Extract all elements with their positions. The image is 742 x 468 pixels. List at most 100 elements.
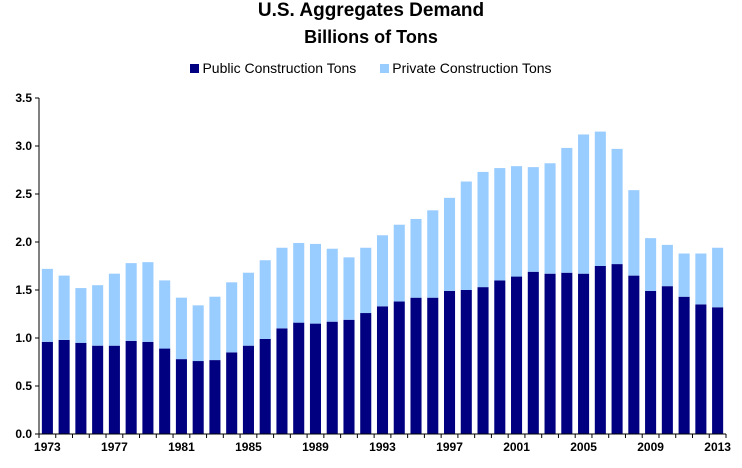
bar-private-2010 [661,244,673,287]
bar-public-1989 [309,323,322,434]
bar-public-1997 [443,290,456,434]
bar-public-1987 [276,328,288,434]
y-tick-label: 3.0 [15,139,32,153]
x-tick-label: 1997 [436,440,463,454]
bar-public-1977 [108,345,120,434]
bar-public-1978 [125,340,137,434]
bar-private-2009 [645,238,657,291]
bar-private-2002 [527,167,539,272]
x-tick-label: 1993 [369,440,396,454]
bar-public-1981 [175,359,187,434]
bar-public-2013 [712,307,724,434]
bar-private-1981 [175,297,187,360]
x-tick-label: 2013 [704,440,731,454]
bar-public-1974 [58,339,70,434]
bar-public-2008 [628,275,640,434]
bar-public-2005 [578,273,590,434]
bar-public-2006 [594,266,606,434]
bar-public-1976 [92,345,104,434]
x-tick-label: 1977 [101,440,128,454]
bar-private-2001 [511,166,523,277]
x-tick-label: 1989 [302,440,329,454]
bar-private-1975 [75,288,87,343]
bar-private-1976 [92,285,104,346]
bar-private-1997 [443,197,456,291]
bar-public-2012 [695,304,707,434]
bar-public-1998 [460,290,472,434]
bar-private-1982 [192,305,204,362]
bar-public-1999 [477,287,489,434]
bar-private-2011 [678,253,690,297]
y-tick-label: 1.5 [15,283,32,297]
bar-private-1986 [259,260,271,339]
y-tick-label: 0.5 [15,379,32,393]
bar-private-1988 [293,242,305,323]
bar-public-2003 [544,273,556,434]
legend-swatch-public [190,63,200,73]
bar-public-1988 [293,322,305,434]
bar-public-2011 [678,296,690,434]
bar-private-2000 [494,168,506,281]
bar-public-1991 [343,319,355,434]
bar-public-1985 [242,345,254,434]
bar-private-1992 [360,247,372,314]
bar-public-2010 [661,286,673,434]
bar-public-2000 [494,280,506,434]
bar-private-1993 [376,235,389,307]
bar-private-2012 [695,253,707,305]
bar-private-1985 [242,272,254,346]
bar-private-1974 [58,275,70,340]
bar-private-1984 [226,282,238,353]
bar-public-1990 [326,321,338,434]
bar-private-1978 [125,263,137,341]
bar-public-1984 [226,352,238,434]
bar-private-1973 [41,268,53,342]
y-tick-label: 1.0 [15,331,32,345]
bar-private-1999 [477,171,489,288]
bar-public-2004 [561,272,573,434]
bar-private-2006 [594,131,606,266]
bar-private-1991 [343,257,355,320]
bar-private-2008 [628,190,640,276]
chart-title: U.S. Aggregates Demand [257,0,485,21]
y-tick-label: 3.5 [15,91,32,105]
bar-private-2004 [561,147,573,273]
bar-private-1980 [159,280,171,349]
x-tick-label: 1981 [168,440,195,454]
bar-public-1982 [192,361,204,434]
bar-private-1994 [393,224,405,302]
bar-public-1986 [259,338,271,434]
bar-private-1989 [309,243,322,324]
bar-private-1995 [410,218,422,298]
bar-public-1979 [142,341,154,434]
legend: Public Construction Tons Private Constru… [0,60,742,76]
bar-private-2007 [611,148,623,265]
bar-public-1996 [427,297,439,434]
y-tick-label: 2.5 [15,187,32,201]
bar-public-1992 [360,313,372,434]
bar-public-1975 [75,342,87,434]
bar-private-1979 [142,262,154,342]
bar-private-2003 [544,163,556,274]
bar-public-1993 [376,306,389,434]
bar-private-2005 [578,134,590,274]
legend-item-public: Public Construction Tons [190,60,356,76]
chart-subtitle: Billions of Tons [304,27,438,47]
bar-public-1995 [410,297,422,434]
legend-label-private: Private Construction Tons [392,60,552,76]
y-tick-label: 2.0 [15,235,32,249]
bar-public-1983 [209,360,221,434]
bar-private-1977 [108,273,120,346]
bar-public-1980 [159,348,171,434]
bar-public-2002 [527,271,539,434]
bar-public-2007 [611,264,623,434]
bar-public-1994 [393,301,405,434]
bar-private-1998 [460,181,472,290]
bar-private-1987 [276,247,288,329]
bar-private-2013 [712,247,724,308]
x-tick-label: 1985 [235,440,262,454]
bar-private-1990 [326,248,338,322]
bar-public-1973 [41,341,53,434]
